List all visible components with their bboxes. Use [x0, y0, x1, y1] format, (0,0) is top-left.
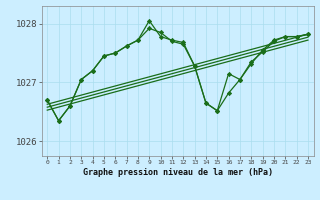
- X-axis label: Graphe pression niveau de la mer (hPa): Graphe pression niveau de la mer (hPa): [83, 168, 273, 177]
